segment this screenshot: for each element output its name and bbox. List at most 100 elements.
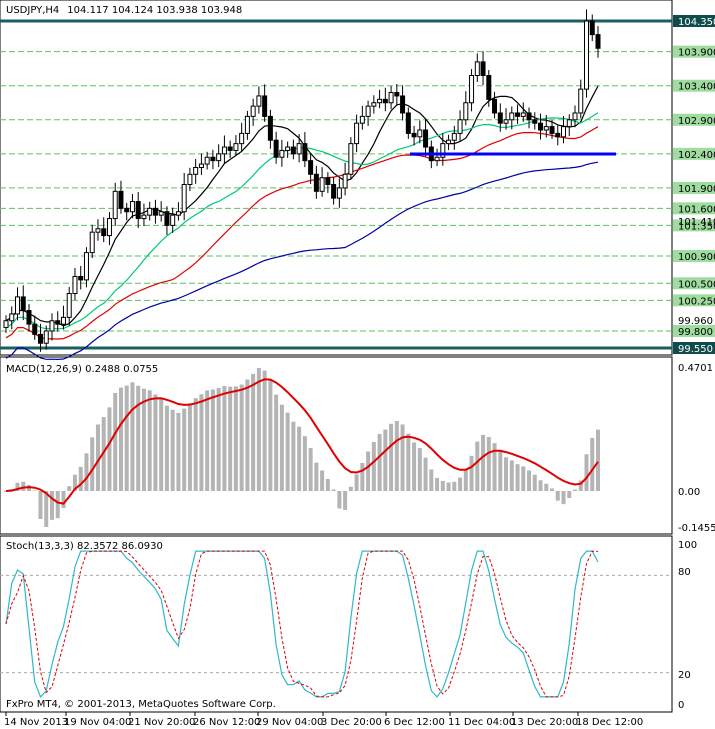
candle-body[interactable] xyxy=(566,119,572,128)
candle-body[interactable] xyxy=(273,139,279,158)
price-panel[interactable] xyxy=(0,0,673,356)
candle-body[interactable] xyxy=(313,173,319,192)
candle-body[interactable] xyxy=(227,146,233,151)
candle-body[interactable] xyxy=(371,102,377,107)
candle-body[interactable] xyxy=(388,92,394,104)
candle-body[interactable] xyxy=(193,166,199,175)
candle-body[interactable] xyxy=(152,207,158,216)
candle-body[interactable] xyxy=(256,95,262,107)
candle-body[interactable] xyxy=(250,105,256,117)
candle-body[interactable] xyxy=(101,228,107,237)
macd-panel[interactable] xyxy=(0,356,673,535)
candle-body[interactable] xyxy=(549,126,555,134)
candle-body[interactable] xyxy=(95,228,101,233)
candle-body[interactable] xyxy=(198,163,204,168)
candle-body[interactable] xyxy=(302,143,308,162)
candle-body[interactable] xyxy=(210,156,216,162)
candle-body[interactable] xyxy=(400,95,406,114)
candle-body[interactable] xyxy=(336,187,342,199)
candle-body[interactable] xyxy=(118,190,124,209)
candle-body[interactable] xyxy=(595,34,601,49)
candle-body[interactable] xyxy=(135,201,141,220)
candle-body[interactable] xyxy=(354,122,360,145)
candle-body[interactable] xyxy=(515,112,521,117)
candle-body[interactable] xyxy=(262,95,268,117)
candle-body[interactable] xyxy=(342,173,348,189)
candle-body[interactable] xyxy=(434,156,440,162)
candle-body[interactable] xyxy=(170,214,176,226)
candle-body[interactable] xyxy=(474,61,480,76)
candle-body[interactable] xyxy=(181,184,187,213)
candle-body[interactable] xyxy=(394,92,400,97)
candle-body[interactable] xyxy=(382,98,388,104)
candle-body[interactable] xyxy=(83,252,89,281)
candle-body[interactable] xyxy=(112,190,118,220)
candle-body[interactable] xyxy=(43,330,49,344)
candle-body[interactable] xyxy=(584,20,590,90)
candle-body[interactable] xyxy=(365,105,371,117)
candle-body[interactable] xyxy=(377,98,383,104)
candle-body[interactable] xyxy=(509,112,515,121)
candle-body[interactable] xyxy=(411,132,417,138)
candle-body[interactable] xyxy=(129,201,135,213)
candle-body[interactable] xyxy=(49,320,55,332)
candle-body[interactable] xyxy=(233,143,239,151)
candle-body[interactable] xyxy=(503,119,509,124)
candle-body[interactable] xyxy=(78,275,84,281)
candle-body[interactable] xyxy=(555,132,561,138)
candle-body[interactable] xyxy=(497,112,503,124)
candle-body[interactable] xyxy=(106,218,112,237)
candle-body[interactable] xyxy=(486,75,492,100)
candle-body[interactable] xyxy=(532,119,538,124)
candle-body[interactable] xyxy=(26,310,32,325)
candle-body[interactable] xyxy=(480,61,486,76)
candle-body[interactable] xyxy=(14,296,20,315)
candle-body[interactable] xyxy=(158,211,164,216)
candle-body[interactable] xyxy=(175,211,181,216)
candle-body[interactable] xyxy=(348,143,354,175)
candle-body[interactable] xyxy=(325,177,331,185)
candle-body[interactable] xyxy=(405,112,411,134)
stoch-panel[interactable] xyxy=(0,535,673,713)
candle-body[interactable] xyxy=(187,173,193,185)
candle-body[interactable] xyxy=(446,139,452,145)
candle-body[interactable] xyxy=(520,112,526,117)
candle-body[interactable] xyxy=(285,146,291,151)
candle-body[interactable] xyxy=(221,146,227,155)
candle-body[interactable] xyxy=(60,316,66,325)
candle-body[interactable] xyxy=(37,333,43,344)
candle-body[interactable] xyxy=(72,275,78,294)
candle-body[interactable] xyxy=(244,115,250,134)
candle-body[interactable] xyxy=(89,231,95,254)
candle-body[interactable] xyxy=(319,177,325,192)
candle-body[interactable] xyxy=(296,143,302,155)
candle-body[interactable] xyxy=(55,320,61,325)
candle-body[interactable] xyxy=(204,156,210,165)
candle-body[interactable] xyxy=(561,126,567,138)
candle-body[interactable] xyxy=(290,146,296,155)
candle-body[interactable] xyxy=(572,112,578,121)
candle-body[interactable] xyxy=(417,129,423,138)
candle-body[interactable] xyxy=(20,296,26,312)
candle-body[interactable] xyxy=(463,102,469,121)
candle-body[interactable] xyxy=(578,88,584,114)
candle-body[interactable] xyxy=(147,207,153,216)
candle-body[interactable] xyxy=(66,293,72,318)
candle-body[interactable] xyxy=(32,323,38,335)
candle-body[interactable] xyxy=(141,214,147,220)
candle-body[interactable] xyxy=(589,20,595,36)
candle-body[interactable] xyxy=(451,132,457,141)
candle-body[interactable] xyxy=(359,115,365,124)
candle-body[interactable] xyxy=(469,75,475,104)
candle-body[interactable] xyxy=(279,149,285,158)
candle-body[interactable] xyxy=(216,153,222,162)
candle-body[interactable] xyxy=(423,129,429,148)
candle-body[interactable] xyxy=(124,207,130,213)
candle-body[interactable] xyxy=(164,211,170,226)
candle-body[interactable] xyxy=(239,132,245,145)
candle-body[interactable] xyxy=(3,320,9,329)
candle-body[interactable] xyxy=(267,115,273,141)
candle-body[interactable] xyxy=(440,143,446,158)
candle-body[interactable] xyxy=(9,313,15,322)
